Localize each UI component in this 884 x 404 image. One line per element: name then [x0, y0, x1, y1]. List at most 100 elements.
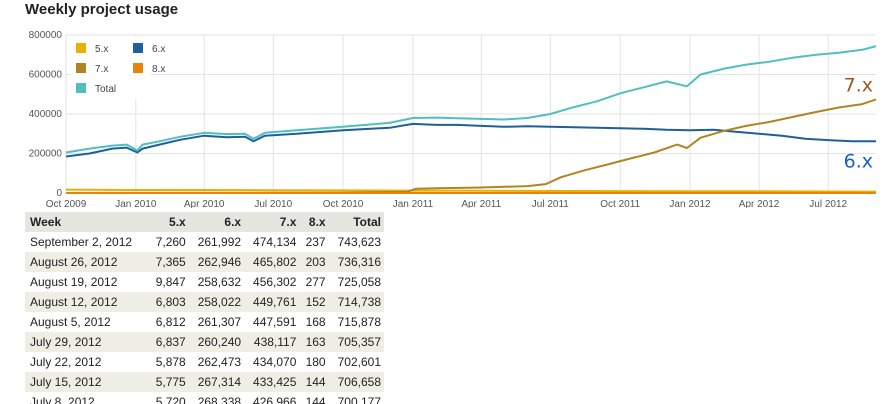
y-tick-label: 400000 — [29, 109, 63, 120]
table-row: August 12, 2012 6,803 258,022 449,761 152 714… — [25, 292, 384, 312]
table-cell-total: 705,357 — [328, 332, 384, 352]
x-tick-label: Jan 2011 — [393, 199, 434, 208]
x-tick-label: Jul 2010 — [254, 199, 292, 208]
table-cell-7x: 426,966 — [244, 392, 300, 404]
table-cell-5x: 5,720 — [148, 392, 189, 404]
table-cell-8x: 144 — [299, 392, 329, 404]
usage-table: Week 5.x 6.x 7.x 8.x Total September 2, 2012 7… — [25, 212, 384, 404]
series-line-6x — [65, 122, 876, 158]
y-tick-label: 600000 — [29, 70, 63, 81]
legend-swatch-6x — [133, 43, 143, 53]
legend-label-6x: 6.x — [152, 44, 165, 55]
table-cell-6x: 258,022 — [188, 292, 245, 312]
table-cell-6x: 267,314 — [188, 372, 245, 392]
usage-line-chart: 0 200000 400000 600000 800000 Oct 2009 Jan 201… — [29, 30, 877, 208]
table-cell-7x: 465,802 — [244, 252, 300, 272]
legend-swatch-total — [76, 83, 86, 93]
table-cell-6x: 262,946 — [188, 252, 245, 272]
table-cell-total: 706,658 — [328, 372, 384, 392]
table-cell-total: 714,738 — [328, 292, 384, 312]
table-cell-week: July 29, 2012 — [25, 332, 149, 352]
table-cell-7x: 438,117 — [244, 332, 300, 352]
x-tick-label: Oct 2009 — [46, 199, 87, 208]
legend-label-total: Total — [95, 84, 116, 95]
x-tick-label: Jan 2010 — [115, 199, 157, 208]
series-line-total — [65, 45, 877, 154]
y-tick-label: 800000 — [29, 30, 63, 41]
table-cell-6x: 261,307 — [188, 312, 245, 332]
table-cell-week: August 26, 2012 — [25, 252, 149, 272]
table-cell-5x: 6,803 — [148, 292, 189, 312]
table-cell-5x: 5,775 — [148, 372, 189, 392]
chart-series — [65, 45, 877, 194]
table-cell-week: July 8, 2012 — [25, 392, 149, 404]
legend-swatch-5x — [76, 43, 86, 53]
table-cell-8x: 237 — [299, 232, 329, 252]
table-cell-7x: 449,761 — [244, 292, 300, 312]
chart-axes: 0 200000 400000 600000 800000 Oct 2009 Jan 201… — [29, 30, 848, 208]
chart-legend: 5.x 6.x 7.x 8.x Total — [71, 37, 165, 99]
table-cell-6x: 261,992 — [188, 232, 245, 252]
chart-grid — [65, 34, 876, 194]
table-row: July 8, 2012 5,720 268,338 426,966 144 700,17… — [25, 392, 384, 404]
table-cell-8x: 168 — [299, 312, 329, 332]
table-cell-6x: 260,240 — [188, 332, 245, 352]
table-cell-5x: 9,847 — [148, 272, 189, 292]
table-header-7x: 7.x — [244, 212, 300, 232]
table-cell-5x: 6,812 — [148, 312, 189, 332]
table-cell-week: August 19, 2012 — [25, 272, 149, 292]
table-cell-week: August 12, 2012 — [25, 292, 149, 312]
table-cell-8x: 180 — [299, 352, 329, 372]
table-row: August 5, 2012 6,812 261,307 447,591 168 715,… — [25, 312, 384, 332]
table-cell-7x: 456,302 — [244, 272, 300, 292]
table-cell-8x: 277 — [299, 272, 329, 292]
table-cell-7x: 433,425 — [244, 372, 300, 392]
table-cell-6x: 268,338 — [188, 392, 245, 404]
table-cell-total: 743,623 — [328, 232, 384, 252]
x-tick-label: Jul 2012 — [809, 199, 847, 208]
table-header-8x: 8.x — [299, 212, 329, 232]
table-cell-week: July 15, 2012 — [25, 372, 149, 392]
x-tick-label: Jul 2011 — [532, 199, 570, 208]
x-tick-label: Jan 2012 — [669, 199, 711, 208]
x-tick-label: Apr 2012 — [739, 199, 780, 208]
table-cell-week: August 5, 2012 — [25, 312, 149, 332]
table-header-total: Total — [328, 212, 384, 232]
table-cell-total: 702,601 — [328, 352, 384, 372]
legend-label-5x: 5.x — [95, 44, 108, 55]
legend-swatch-7x — [76, 63, 86, 73]
page-title: Weekly project usage — [25, 1, 179, 18]
table-cell-week: September 2, 2012 — [25, 232, 149, 252]
end-label-7x: 7.x — [844, 74, 873, 96]
table-row: July 29, 2012 6,837 260,240 438,117 163 705,3… — [25, 332, 384, 352]
usage-table-container[interactable]: Week 5.x 6.x 7.x 8.x Total September 2, 2012 7… — [25, 212, 385, 404]
series-line-7x — [65, 98, 877, 194]
table-cell-7x: 434,070 — [244, 352, 300, 372]
table-row: July 15, 2012 5,775 267,314 433,425 144 706,6… — [25, 372, 384, 392]
table-cell-8x: 203 — [299, 252, 329, 272]
table-cell-6x: 258,632 — [188, 272, 245, 292]
y-tick-label: 200000 — [29, 149, 63, 160]
x-tick-label: Oct 2011 — [600, 199, 640, 208]
legend-swatch-8x — [133, 63, 143, 73]
table-cell-total: 715,878 — [328, 312, 384, 332]
table-cell-8x: 163 — [299, 332, 329, 352]
table-header-week: Week — [25, 212, 149, 232]
table-row: August 19, 2012 9,847 258,632 456,302 277 725… — [25, 272, 384, 292]
table-cell-5x: 5,878 — [148, 352, 189, 372]
table-cell-5x: 6,837 — [148, 332, 189, 352]
chart-end-labels: 7.x 6.x — [844, 74, 873, 172]
y-tick-label: 0 — [56, 188, 62, 199]
table-cell-7x: 474,134 — [244, 232, 300, 252]
table-cell-total: 725,058 — [328, 272, 384, 292]
table-cell-8x: 152 — [299, 292, 329, 312]
table-row: July 22, 2012 5,878 262,473 434,070 180 702,6… — [25, 352, 384, 372]
table-header-5x: 5.x — [148, 212, 189, 232]
x-tick-label: Oct 2010 — [323, 199, 364, 208]
legend-label-8x: 8.x — [152, 64, 165, 75]
table-row: September 2, 2012 7,260 261,992 474,134 237 7… — [25, 232, 384, 252]
table-row: August 26, 2012 7,365 262,946 465,802 203 736… — [25, 252, 384, 272]
x-tick-label: Apr 2010 — [184, 199, 225, 208]
table-cell-6x: 262,473 — [188, 352, 245, 372]
table-cell-5x: 7,260 — [148, 232, 189, 252]
